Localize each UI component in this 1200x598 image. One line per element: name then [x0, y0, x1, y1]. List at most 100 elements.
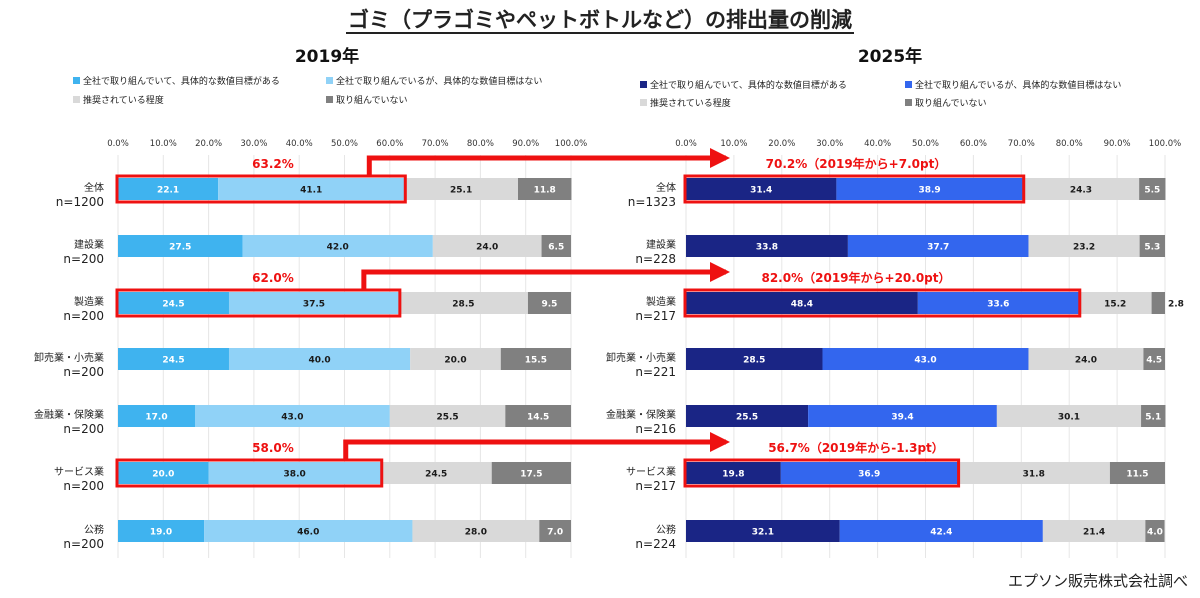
- axis-tick-label: 10.0%: [720, 139, 747, 149]
- category-label: 全体: [84, 181, 104, 194]
- data-label: 37.7: [927, 243, 949, 253]
- bar-segment: [380, 462, 492, 484]
- bar-segment: [118, 405, 196, 427]
- bar-segment: [957, 462, 1110, 484]
- axis-tick-label: 0.0%: [675, 139, 697, 149]
- bar-segment: [1042, 520, 1146, 542]
- axis-tick-label: 40.0%: [286, 139, 313, 149]
- bar-segment: [808, 405, 997, 427]
- n-label: n=1200: [56, 195, 104, 209]
- data-label: 4.5: [1146, 356, 1162, 366]
- axis-tick-label: 50.0%: [331, 139, 358, 149]
- bar-segment: [1022, 178, 1140, 200]
- axis-tick-label: 30.0%: [816, 139, 843, 149]
- data-label: 14.5: [527, 413, 549, 423]
- data-label: 24.5: [425, 470, 447, 480]
- bar-segment: [527, 292, 571, 314]
- legend-label: 推奨されている程度: [650, 97, 731, 109]
- data-label: 4.0: [1147, 528, 1163, 538]
- bar-segment: [541, 235, 571, 257]
- data-label: 25.1: [450, 186, 472, 196]
- data-label: 43.0: [914, 356, 936, 366]
- data-label: 19.0: [150, 528, 172, 538]
- bar-segment: [228, 348, 411, 370]
- bar-segment: [1078, 292, 1152, 314]
- n-label: n=200: [63, 479, 104, 493]
- data-label: 7.0: [547, 528, 563, 538]
- axis-tick-label: 10.0%: [150, 139, 177, 149]
- category-label: 建設業: [646, 238, 676, 251]
- highlight-box: [683, 458, 961, 488]
- data-label: 17.5: [520, 470, 542, 480]
- axis-tick-label: 90.0%: [1104, 139, 1131, 149]
- highlight-box: [683, 174, 1026, 204]
- n-label: n=200: [63, 422, 104, 436]
- data-label: 28.5: [452, 300, 474, 310]
- data-label: 31.8: [1023, 470, 1045, 480]
- bar-segment: [686, 462, 781, 484]
- bar-segment: [404, 178, 518, 200]
- data-label: 24.0: [476, 243, 498, 253]
- axis-tick-label: 0.0%: [107, 139, 129, 149]
- n-label: n=216: [635, 422, 676, 436]
- bar-segment: [204, 520, 413, 542]
- data-label: 24.3: [1070, 186, 1092, 196]
- data-label: 19.8: [722, 470, 744, 480]
- data-label: 11.5: [1126, 470, 1148, 480]
- bar-segment: [686, 348, 823, 370]
- highlight-box: [115, 174, 407, 204]
- highlight-box: [683, 288, 1082, 318]
- bar-segment: [195, 405, 390, 427]
- axis-tick-label: 40.0%: [864, 139, 891, 149]
- data-label: 21.4: [1083, 528, 1105, 538]
- bar-segment: [410, 348, 501, 370]
- data-label: 17.0: [145, 413, 167, 423]
- bar-segment: [208, 462, 381, 484]
- legend-label: 全社で取り組んでいるが、具体的な数値目標はない: [915, 79, 1121, 91]
- data-label: 33.6: [987, 300, 1009, 310]
- axis-tick-label: 80.0%: [1056, 139, 1083, 149]
- n-label: n=200: [63, 537, 104, 551]
- data-label: 25.5: [736, 413, 758, 423]
- data-label: 6.5: [548, 243, 564, 253]
- bar-segment: [398, 292, 528, 314]
- category-label: 卸売業・小売業: [606, 351, 676, 364]
- bar-segment: [686, 292, 918, 314]
- data-label: 42.0: [327, 243, 349, 253]
- legend-swatch: [905, 81, 912, 88]
- n-label: n=217: [635, 479, 676, 493]
- data-label: 15.2: [1104, 300, 1126, 310]
- n-label: n=217: [635, 309, 676, 323]
- data-label: 46.0: [297, 528, 319, 538]
- highlight-label: 82.0%（2019年から+20.0pt）: [761, 270, 950, 285]
- axis-tick-label: 30.0%: [240, 139, 267, 149]
- axis-tick-label: 100.0%: [555, 139, 587, 149]
- category-label: 卸売業・小売業: [34, 351, 104, 364]
- data-label: 42.4: [930, 528, 952, 538]
- highlight-label: 70.2%（2019年から+7.0pt）: [766, 156, 947, 171]
- legend-label: 取り組んでいない: [915, 97, 987, 109]
- bar-segment: [839, 520, 1043, 542]
- legend-label: 全社で取り組んでいて、具体的な数値目標がある: [83, 75, 280, 87]
- bar-segment: [118, 520, 205, 542]
- bar-segment: [822, 348, 1029, 370]
- bar-segment: [996, 405, 1142, 427]
- bar-segment: [118, 178, 219, 200]
- n-label: n=200: [63, 365, 104, 379]
- data-label: 32.1: [752, 528, 774, 538]
- category-label: 金融業・保険業: [34, 408, 104, 421]
- data-label: 28.5: [743, 356, 765, 366]
- data-label: 37.5: [303, 300, 325, 310]
- bar-segment: [505, 405, 571, 427]
- n-label: n=200: [63, 309, 104, 323]
- bar-segment: [432, 235, 542, 257]
- bar-segment: [1139, 235, 1165, 257]
- chart-title-text: ゴミ（プラゴミやペットボトルなど）の排出量の削減: [346, 8, 854, 34]
- bar-segment: [917, 292, 1079, 314]
- bar-segment: [228, 292, 399, 314]
- bar-segment: [1145, 520, 1165, 542]
- bar-segment: [686, 178, 837, 200]
- n-label: n=200: [63, 252, 104, 266]
